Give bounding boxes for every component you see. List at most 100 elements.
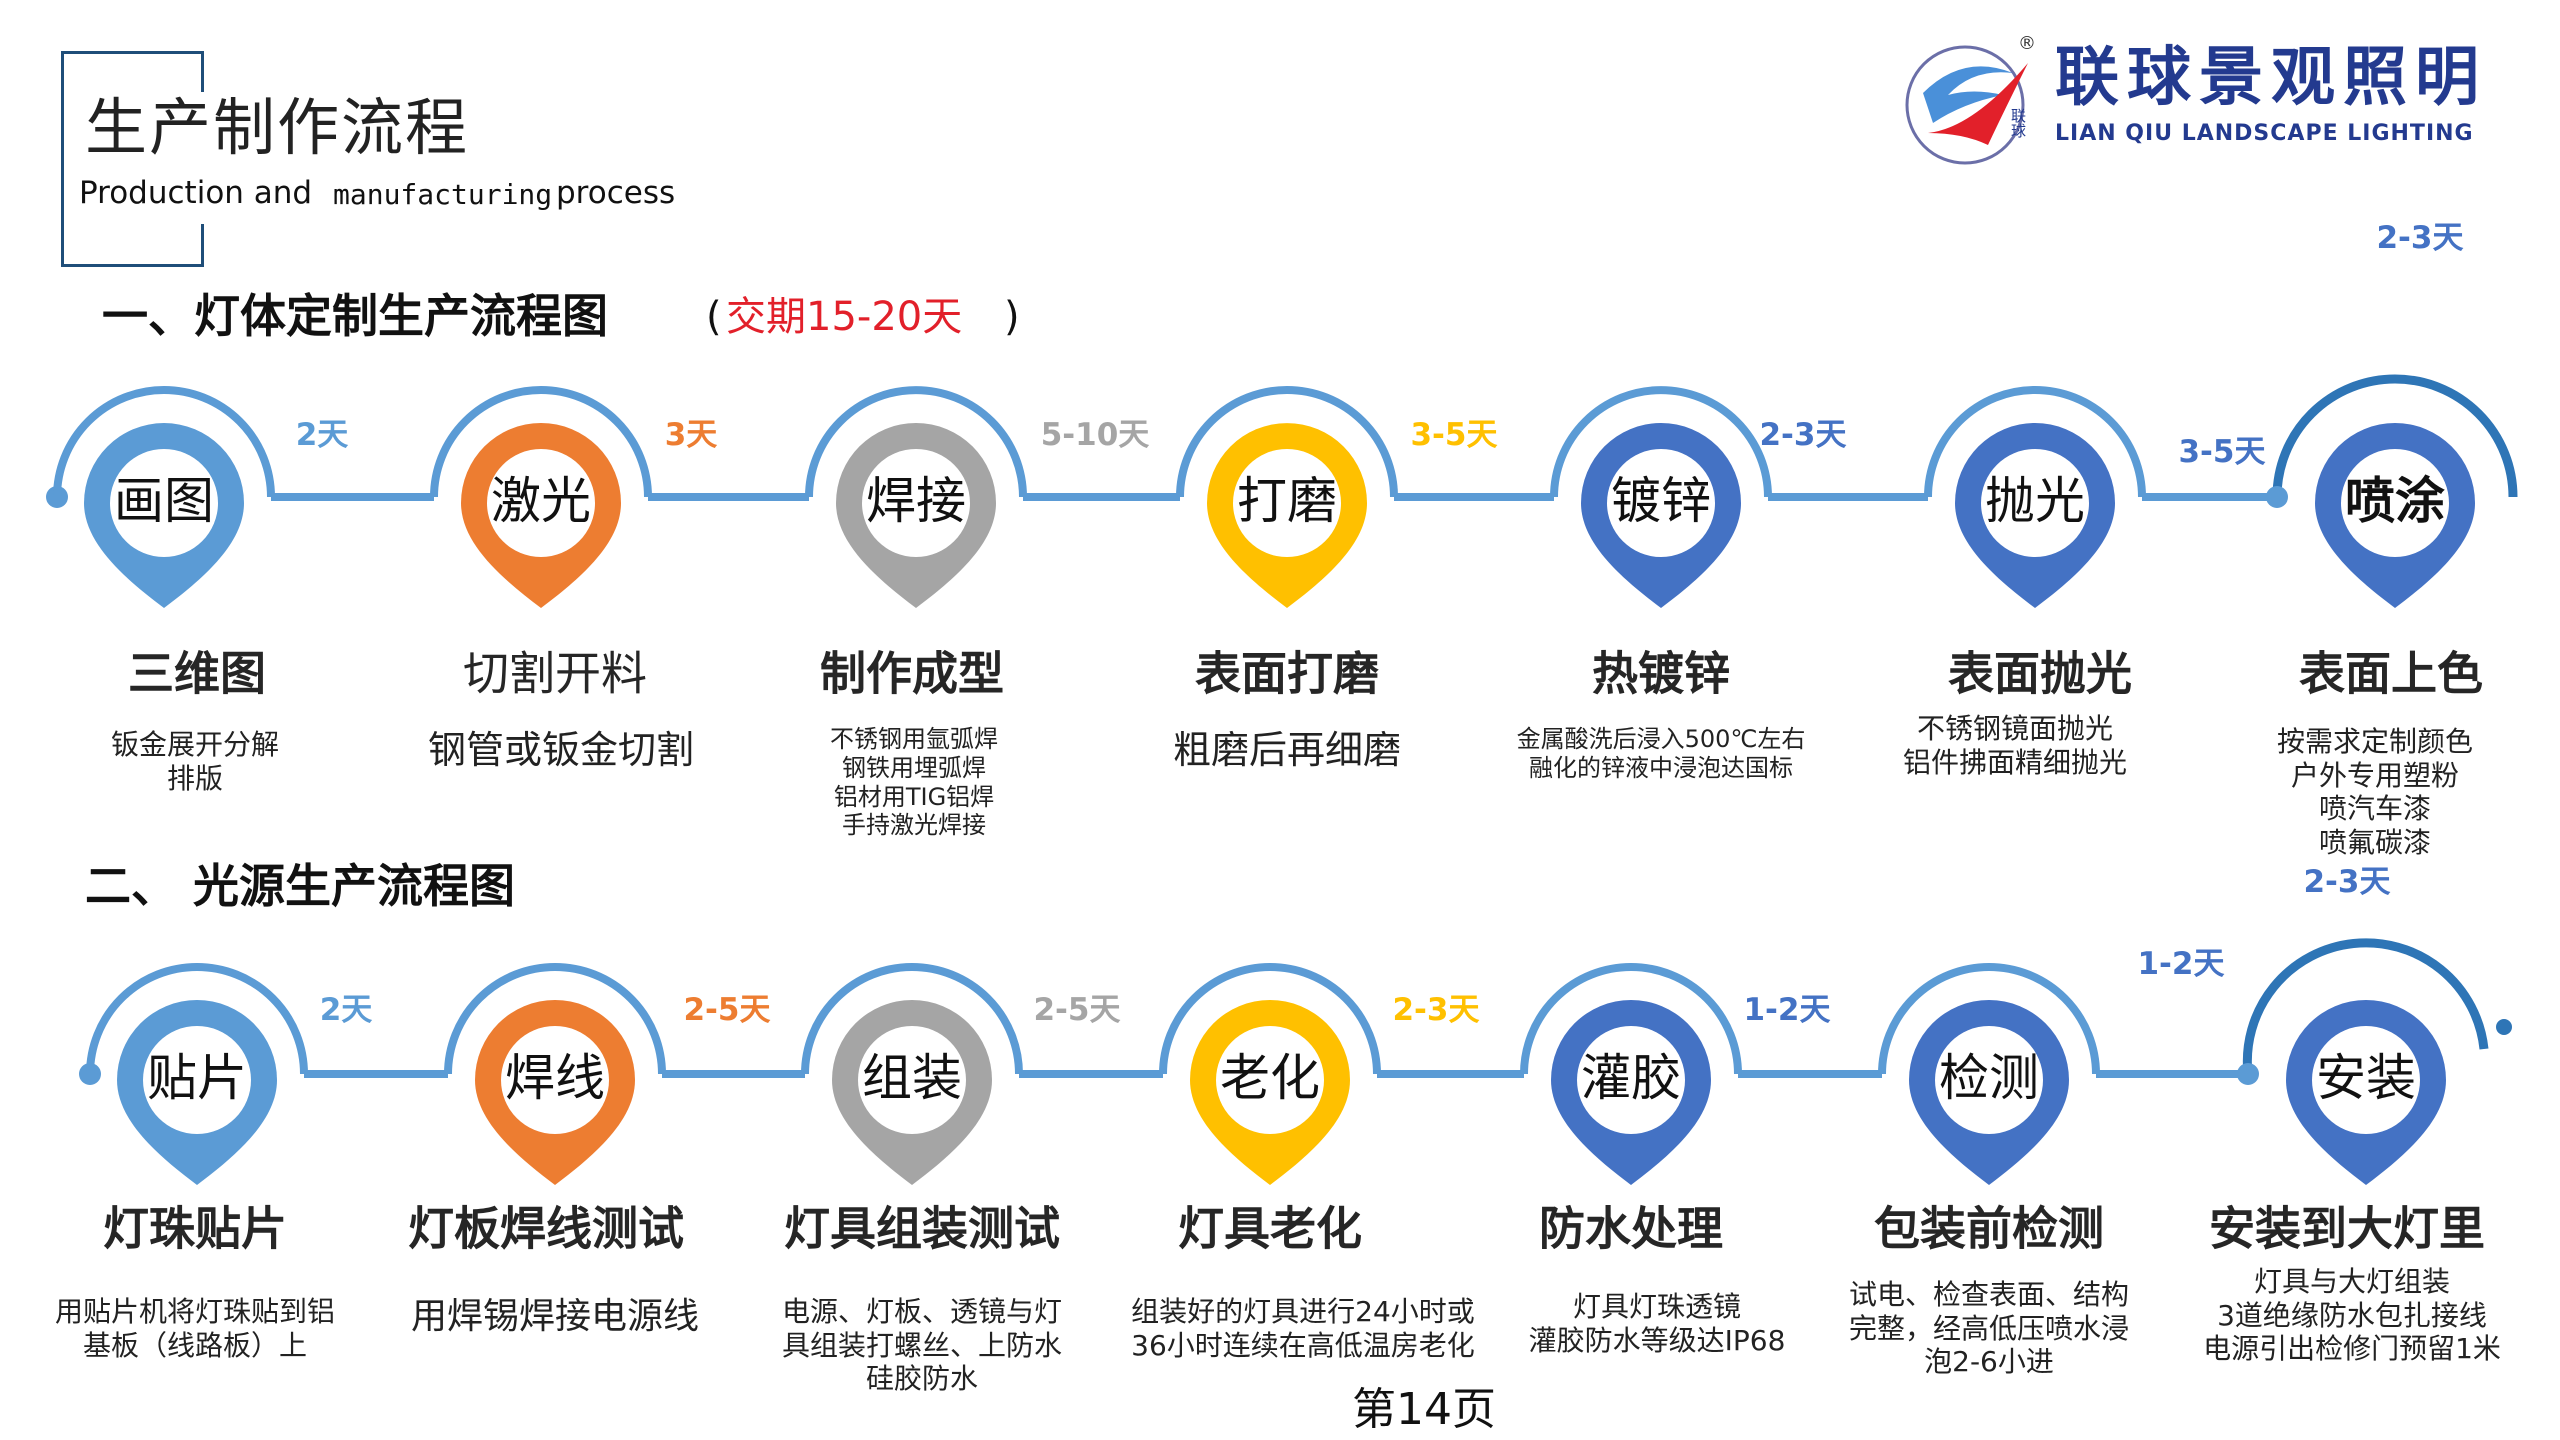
description-line: 喷氟碳漆 (2318, 825, 2432, 859)
location-pin-icon (836, 423, 996, 608)
description-line: 铝件拂面精细抛光 (1902, 745, 2128, 779)
description-line: 完整，经高低压喷水浸 (1848, 1311, 2130, 1345)
subtitle-part: manufacturing (333, 178, 553, 212)
section1-title: 一、灯体定制生产流程图 (102, 289, 608, 343)
pin-hole (143, 1026, 251, 1134)
flow-arc (2272, 374, 2518, 498)
duration-label: 3-5天 (1410, 417, 1498, 454)
description-line: 按需求定制颜色 (2276, 725, 2474, 758)
flow-arc (1176, 386, 1398, 498)
description-line: 户外专用塑粉 (2290, 758, 2460, 792)
flow-arc (53, 386, 275, 498)
location-pin-icon (1909, 1000, 2069, 1185)
flow-end-dot (2496, 1019, 2512, 1035)
flow-arc (1924, 386, 2146, 498)
description-line: 硅胶防水 (865, 1362, 979, 1396)
step-title: 表面上色 (2299, 646, 2483, 701)
step-title: 制作成型 (820, 646, 1004, 701)
duration-label: 1-2天 (2137, 946, 2225, 983)
flow-node-dot (2237, 1063, 2259, 1085)
logo-registered-mark: ® (2018, 33, 2036, 54)
description-line: 金属酸洗后浸入500℃左右 (1516, 725, 1806, 753)
step-title: 灯板焊线测试 (408, 1201, 684, 1256)
pin-label: 打磨 (1237, 472, 1337, 530)
step-title: 灯具老化 (1178, 1201, 1362, 1256)
pin-hole (2312, 1026, 2420, 1134)
pin-label: 抛光 (1985, 472, 2085, 530)
logo-emblem-icon (1905, 45, 2028, 165)
flow-arc (2242, 938, 2489, 1075)
pin-label: 灌胶 (1581, 1049, 1681, 1107)
description-line: 灯具与大灯组装 (2253, 1265, 2451, 1298)
logo-name-cn: 联球景观照明 (2055, 41, 2487, 115)
description-line: 电源引出检修门预留1米 (2203, 1332, 2501, 1366)
pin-label: 组装 (862, 1049, 962, 1107)
pin-label: 贴片 (147, 1049, 247, 1107)
flow-arc (805, 386, 1027, 498)
flow-arc (1878, 963, 2100, 1075)
step-title: 防水处理 (1539, 1201, 1723, 1256)
step-title: 表面打磨 (1195, 646, 1379, 701)
flow-arc (1520, 963, 1742, 1075)
logo-small-text: 联球 (2009, 108, 2027, 138)
flow-arc (1550, 386, 1772, 498)
duration-label: 2天 (295, 417, 349, 454)
lead-time-value: 交期15-20天 (726, 294, 963, 340)
lead-time-open-paren: ( (706, 294, 722, 340)
description-line: 不锈钢用氩弧焊 (830, 725, 998, 753)
duration-label: 2-3天 (1759, 417, 1847, 454)
duration-label: 1-2天 (1743, 992, 1831, 1029)
duration-label: 2-3天 (2376, 220, 2464, 257)
duration-label: 3天 (664, 417, 718, 454)
logo-name-en: LIAN QIU LANDSCAPE LIGHTING (2055, 121, 2474, 146)
location-pin-icon (475, 1000, 635, 1185)
step-title: 切割开料 (463, 646, 647, 701)
pin-hole (1935, 1026, 2043, 1134)
step-title: 表面抛光 (1948, 646, 2132, 701)
description-line: 钣金展开分解 (110, 728, 280, 761)
pin-label: 镀锌 (1611, 472, 1711, 530)
pin-label: 画图 (114, 472, 214, 530)
description-line: 灌胶防水等级达IP68 (1528, 1323, 1786, 1357)
duration-label: 2-3天 (2303, 864, 2391, 901)
location-pin-icon (2315, 423, 2475, 608)
duration-label: 2-3天 (1392, 992, 1480, 1029)
pin-hole (858, 1026, 966, 1134)
description-line: 泡2-6小进 (1924, 1345, 2054, 1379)
step-title: 包装前检测 (1874, 1201, 2104, 1256)
pin-hole (1981, 449, 2089, 557)
page-number: 第14页 (1352, 1384, 1496, 1435)
duration-label: 5-10天 (1040, 417, 1150, 454)
description-line: 钢铁用埋弧焊 (842, 753, 986, 782)
pin-hole (1216, 1026, 1324, 1134)
location-pin-icon (84, 423, 244, 608)
step-title: 热镀锌 (1592, 646, 1730, 701)
description-line: 基板（线路板）上 (82, 1328, 308, 1362)
step-title: 三维图 (128, 646, 266, 701)
location-pin-icon (461, 423, 621, 608)
location-pin-icon (117, 1000, 277, 1185)
description-line: 不锈钢镜面抛光 (1916, 712, 2114, 745)
page-title: 生产制作流程 (85, 92, 476, 163)
location-pin-icon (1190, 1000, 1350, 1185)
flow-arc (86, 963, 308, 1075)
pin-label: 焊线 (505, 1049, 605, 1107)
location-pin-icon (1551, 1000, 1711, 1185)
step-title: 灯珠贴片 (103, 1201, 287, 1256)
description-line: 电源、灯板、透镜与灯 (781, 1295, 1063, 1328)
pin-label: 焊接 (866, 472, 966, 530)
pin-hole (1607, 449, 1715, 557)
flow-arc (430, 386, 652, 498)
description-line: 粗磨后再细磨 (1172, 728, 1402, 772)
step-title: 灯具组装测试 (784, 1201, 1060, 1256)
description-line: 钢管或钣金切割 (427, 728, 695, 772)
location-pin-icon (1955, 423, 2115, 608)
pin-hole (501, 1026, 609, 1134)
step-title: 安装到大灯里 (2209, 1201, 2485, 1256)
location-pin-icon (1581, 423, 1741, 608)
description-line: 3道绝缘防水包扎接线 (2217, 1298, 2487, 1332)
pin-label: 检测 (1939, 1049, 2039, 1107)
location-pin-icon (832, 1000, 992, 1185)
description-line: 36小时连续在高低温房老化 (1131, 1328, 1475, 1362)
